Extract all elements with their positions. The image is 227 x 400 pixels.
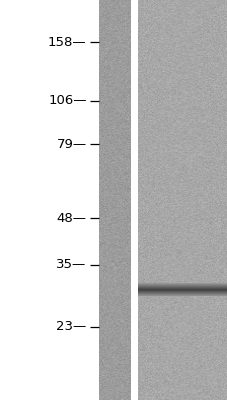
Text: 79—: 79— bbox=[56, 138, 86, 151]
Bar bbox=[0, 0, 99, 400]
Text: 35—: 35— bbox=[56, 258, 86, 271]
Text: 23—: 23— bbox=[56, 320, 86, 333]
Text: 158—: 158— bbox=[48, 36, 86, 48]
Text: 106—: 106— bbox=[48, 94, 86, 108]
Text: 48—: 48— bbox=[56, 212, 86, 224]
Bar bbox=[131, 0, 137, 400]
